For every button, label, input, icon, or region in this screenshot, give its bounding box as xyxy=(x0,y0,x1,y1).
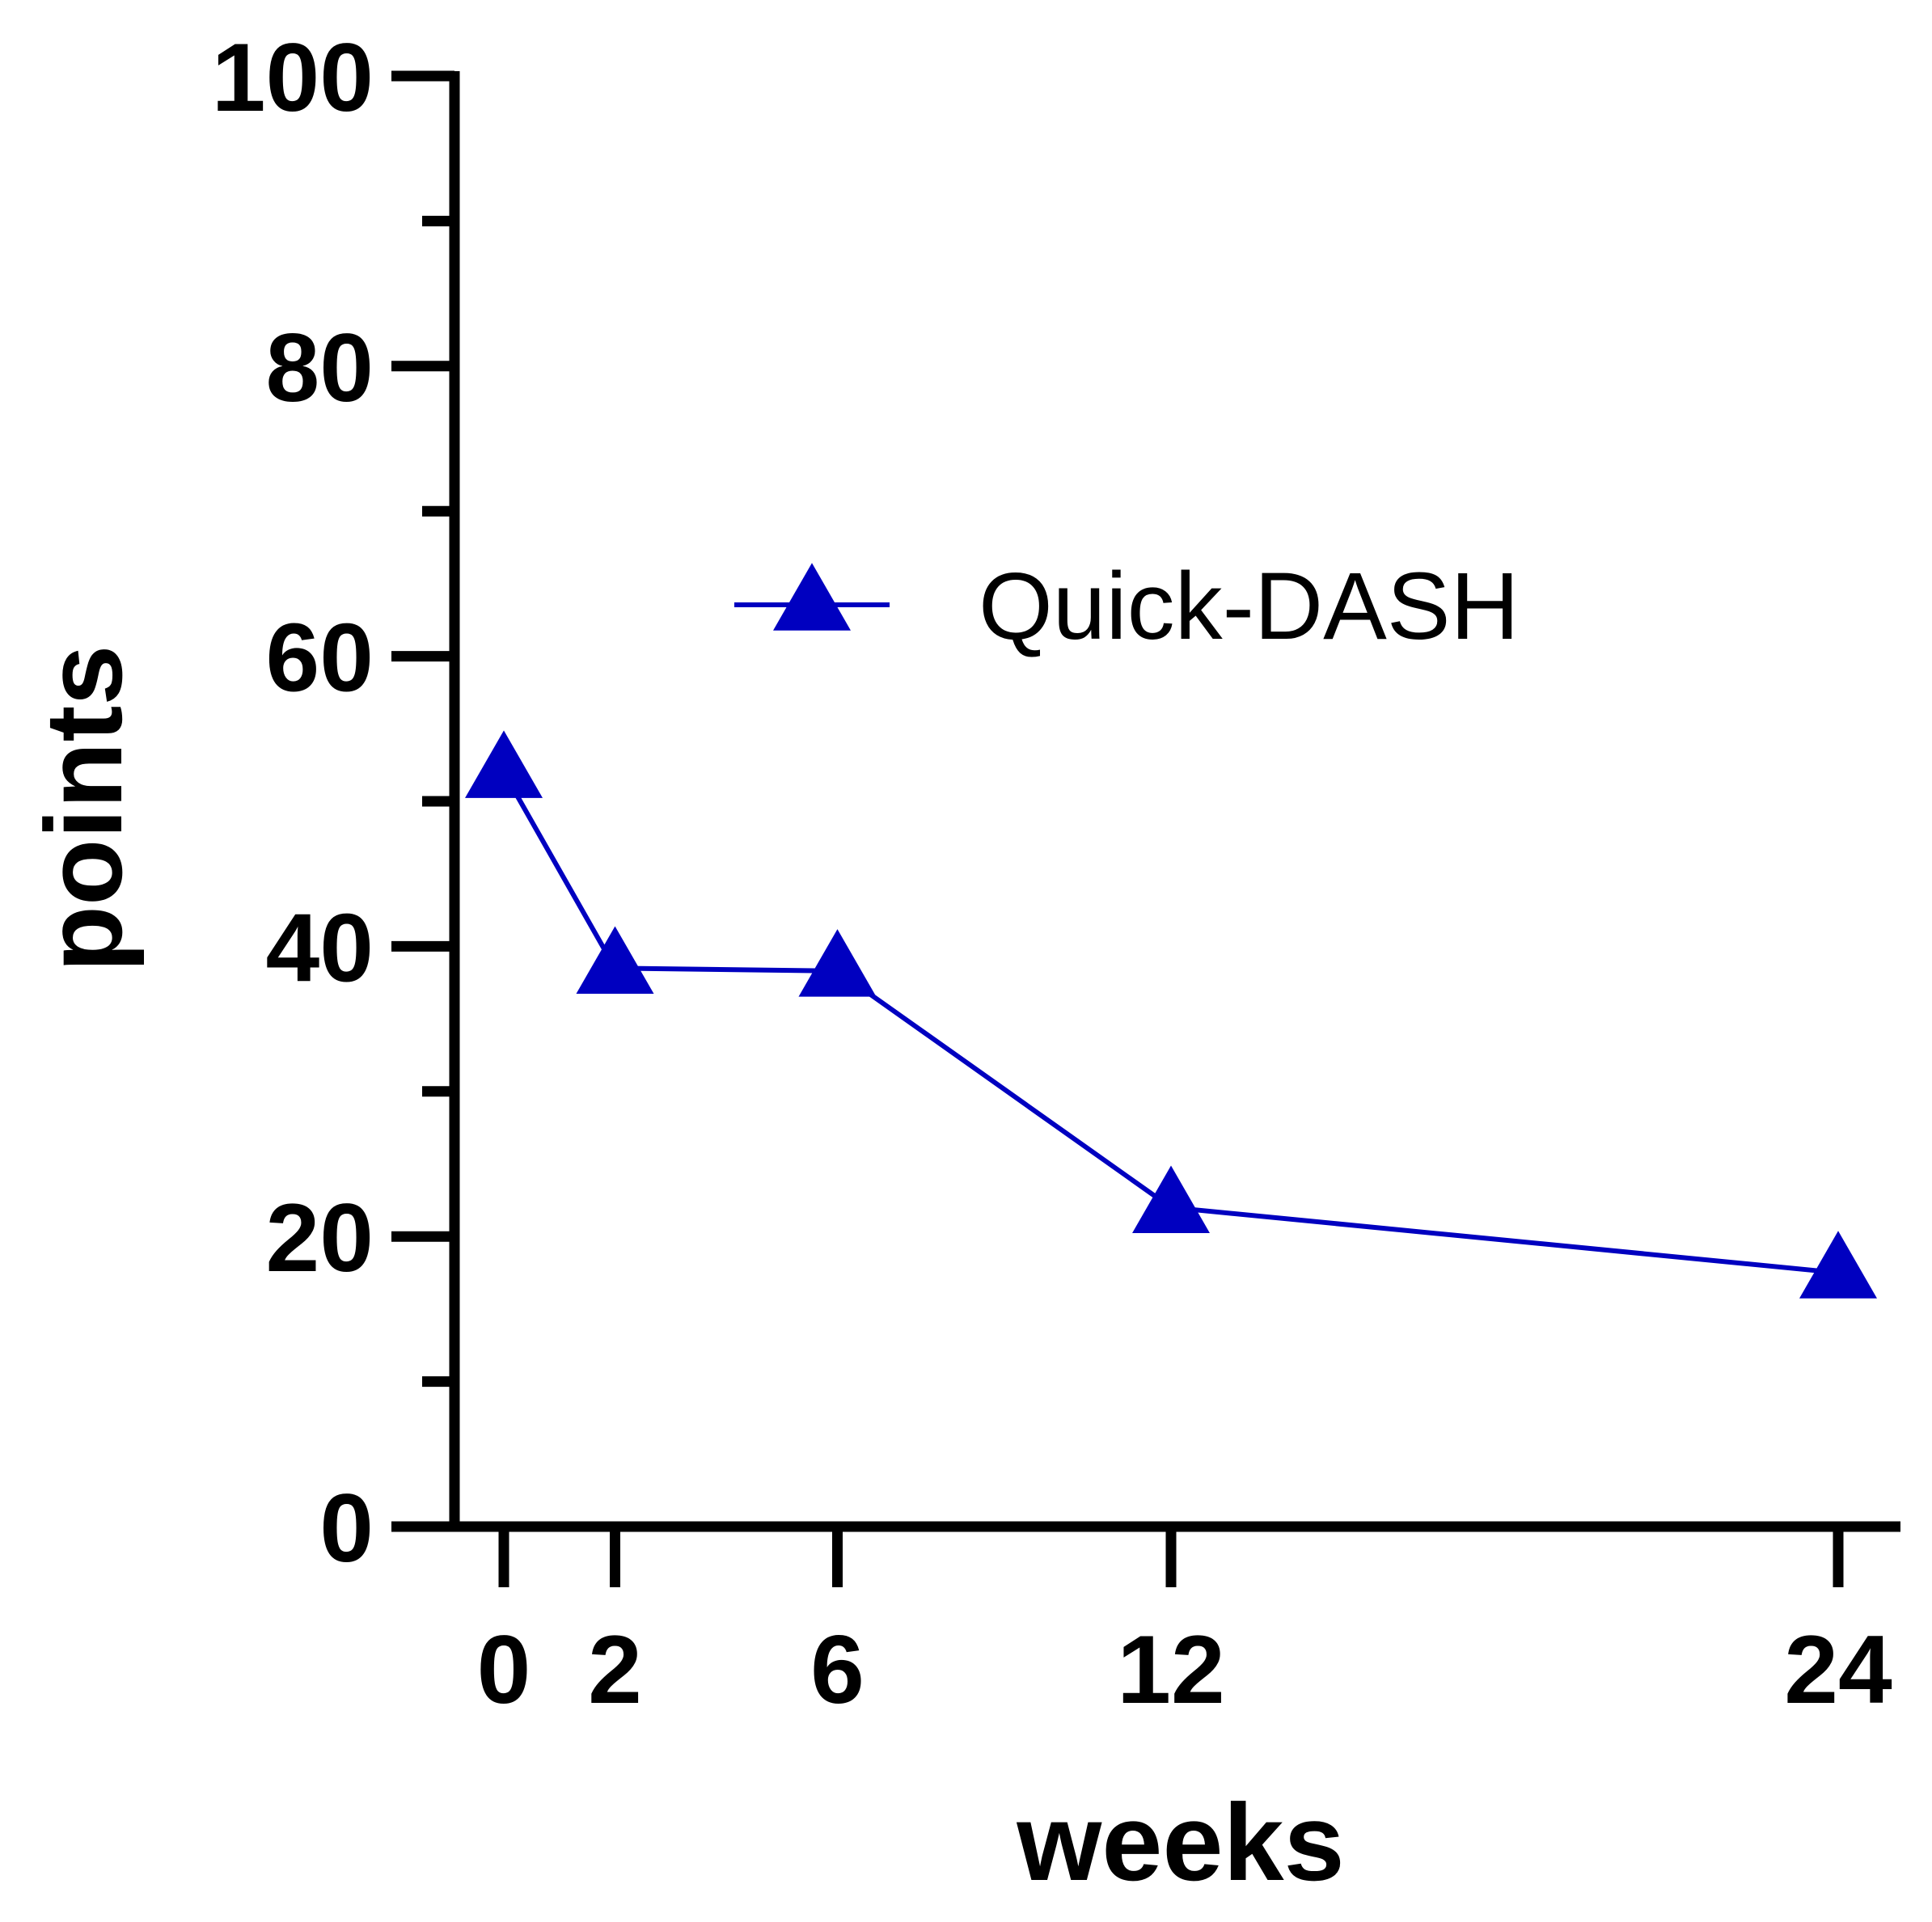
y-tick-label: 100 xyxy=(212,23,374,132)
legend: Quick-DASH xyxy=(734,553,1520,660)
x-axis-title: weeks xyxy=(1016,1781,1344,1903)
y-tick-label: 20 xyxy=(266,1184,374,1292)
y-axis-title: points xyxy=(23,645,145,973)
x-axis: 0 2 6 12 24 xyxy=(391,1521,1900,1724)
legend-triangle-marker xyxy=(773,563,851,631)
x-tick-label: 24 xyxy=(1784,1616,1892,1724)
data-point-triangle xyxy=(576,926,654,995)
data-point-triangle xyxy=(798,929,877,997)
data-point-triangle xyxy=(465,730,543,798)
y-axis: 0 20 40 60 80 100 xyxy=(212,23,460,1582)
x-tick-label: 12 xyxy=(1117,1616,1224,1724)
plot-area xyxy=(465,730,1877,1299)
y-tick-label: 0 xyxy=(319,1474,374,1582)
x-tick-label: 2 xyxy=(588,1616,642,1724)
data-point-triangle xyxy=(1132,1165,1210,1234)
legend-label: Quick-DASH xyxy=(979,553,1520,660)
data-point-triangle xyxy=(1799,1231,1877,1299)
y-tick-label: 40 xyxy=(266,893,374,1002)
x-tick-label: 6 xyxy=(810,1616,865,1724)
y-tick-label: 80 xyxy=(266,314,374,422)
y-tick-label: 60 xyxy=(266,604,374,712)
x-tick-label: 0 xyxy=(477,1616,531,1724)
